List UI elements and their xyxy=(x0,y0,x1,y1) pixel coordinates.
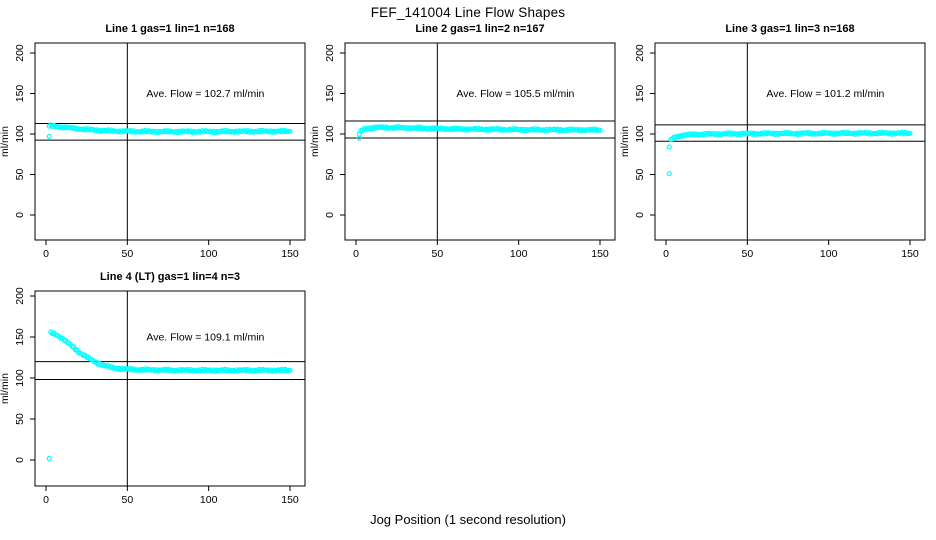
y-tick-label: 0 xyxy=(324,212,336,218)
x-axis-ticks: 0 50 100 150 xyxy=(43,240,299,260)
panel-4-title: Line 4 (LT) gas=1 lin=4 n=3 xyxy=(99,271,241,283)
x-tick-label: 100 xyxy=(200,494,218,506)
outlier-points xyxy=(46,455,52,461)
y-tick-label: 200 xyxy=(634,44,646,62)
y-tick-label: 0 xyxy=(14,212,26,218)
y-tick-label: 200 xyxy=(324,44,336,62)
outlier-points xyxy=(666,144,672,177)
data-points xyxy=(668,129,913,143)
y-tick-label: 150 xyxy=(324,85,336,103)
x-tick-label: 0 xyxy=(43,248,49,260)
y-tick-label: 150 xyxy=(634,85,646,103)
y-axis-unit-label: ml/min xyxy=(0,373,11,404)
ave-flow-annotation: Ave. Flow = 109.1 ml/min xyxy=(146,332,264,344)
y-tick-label: 150 xyxy=(14,85,26,103)
y-tick-label: 50 xyxy=(14,413,26,425)
x-tick-label: 150 xyxy=(281,494,299,506)
y-tick-label: 0 xyxy=(634,212,646,218)
ave-flow-annotation: Ave. Flow = 101.2 ml/min xyxy=(766,88,884,100)
panel-3-title: Line 3 gas=1 lin=3 n=168 xyxy=(725,23,855,35)
y-axis-ticks: 0 50 100 150 200 xyxy=(634,44,655,218)
plot-frame xyxy=(34,290,306,487)
x-tick-label: 50 xyxy=(121,248,133,260)
data-points xyxy=(46,122,293,136)
data-points xyxy=(356,124,603,137)
panel-1: 0 50 100 150 0 50 100 150 200 ml/min Ave. Flow = 1… xyxy=(0,42,306,260)
y-axis-ticks: 0 50 100 150 200 xyxy=(14,287,35,463)
ave-flow-annotation: Ave. Flow = 102.7 ml/min xyxy=(146,88,264,100)
panel-4: 0 50 100 150 0 50 100 150 200 ml/min Ave. Flow = 1… xyxy=(0,287,306,506)
y-tick-label: 200 xyxy=(14,287,26,305)
y-tick-label: 100 xyxy=(14,369,26,387)
panel-2: 0 50 100 150 0 50 100 150 200 ml/min Ave. Flow = 1… xyxy=(309,42,616,260)
y-tick-label: 200 xyxy=(14,44,26,62)
panel-2-title: Line 2 gas=1 lin=2 n=167 xyxy=(415,23,545,35)
main-title: FEF_141004 Line Flow Shapes xyxy=(370,5,566,20)
y-tick-label: 100 xyxy=(324,125,336,143)
y-tick-label: 100 xyxy=(634,125,646,143)
y-tick-label: 50 xyxy=(14,169,26,181)
y-axis-unit-label: ml/min xyxy=(309,126,321,157)
x-axis-ticks: 0 50 100 150 xyxy=(43,486,299,506)
x-tick-label: 50 xyxy=(741,248,753,260)
x-axis-label: Jog Position (1 second resolution) xyxy=(370,512,566,527)
x-tick-label: 0 xyxy=(43,494,49,506)
x-tick-label: 150 xyxy=(281,248,299,260)
x-tick-label: 100 xyxy=(510,248,528,260)
ave-flow-annotation: Ave. Flow = 105.5 ml/min xyxy=(456,88,574,100)
y-tick-label: 100 xyxy=(14,125,26,143)
x-tick-label: 0 xyxy=(353,248,359,260)
panel-3: 0 50 100 150 0 50 100 150 200 ml/min Ave. Flow = 1… xyxy=(619,42,926,260)
y-tick-label: 150 xyxy=(14,328,26,346)
y-tick-label: 0 xyxy=(14,457,26,463)
outlier-points xyxy=(356,135,362,141)
y-tick-label: 50 xyxy=(634,169,646,181)
outlier-points xyxy=(46,133,52,140)
plot-frame xyxy=(34,42,306,241)
x-tick-label: 50 xyxy=(431,248,443,260)
x-axis-ticks: 0 50 100 150 xyxy=(353,240,609,260)
x-tick-label: 100 xyxy=(200,248,218,260)
y-axis-unit-label: ml/min xyxy=(619,126,631,157)
x-tick-label: 150 xyxy=(591,248,609,260)
y-axis-ticks: 0 50 100 150 200 xyxy=(14,44,35,218)
x-tick-label: 150 xyxy=(901,248,919,260)
y-axis-unit-label: ml/min xyxy=(0,126,11,157)
y-axis-ticks: 0 50 100 150 200 xyxy=(324,44,345,218)
data-points xyxy=(48,329,293,374)
x-tick-label: 0 xyxy=(663,248,669,260)
panel-1-title: Line 1 gas=1 lin=1 n=168 xyxy=(105,23,235,35)
y-tick-label: 50 xyxy=(324,169,336,181)
x-tick-label: 100 xyxy=(820,248,838,260)
x-tick-label: 50 xyxy=(121,494,133,506)
plot-frame xyxy=(344,42,616,241)
x-axis-ticks: 0 50 100 150 xyxy=(663,240,919,260)
